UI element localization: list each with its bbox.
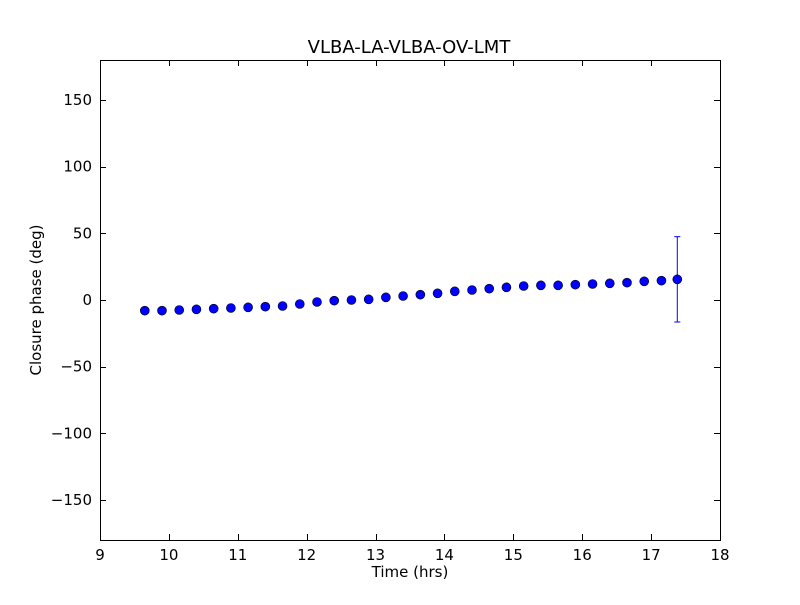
data-point — [363, 294, 374, 305]
data-point — [415, 289, 426, 300]
data-point — [484, 283, 495, 294]
x-tick-label: 15 — [504, 546, 523, 564]
data-point — [294, 299, 305, 309]
data-point — [518, 281, 529, 291]
data-point — [604, 278, 615, 289]
data-point — [570, 279, 581, 290]
data-point — [191, 304, 202, 315]
data-point — [329, 295, 340, 306]
y-tick-label: −150 — [51, 491, 92, 509]
data-point — [260, 301, 271, 312]
data-point — [226, 303, 236, 313]
x-tick-label: 9 — [95, 546, 105, 564]
data-point — [553, 280, 563, 291]
y-tick-label: −50 — [60, 358, 92, 376]
data-point — [672, 274, 683, 285]
y-tick-label: 50 — [73, 224, 92, 242]
data-point — [398, 291, 408, 301]
x-tick-label: 14 — [435, 546, 454, 564]
data-point — [467, 285, 477, 295]
data-point — [277, 301, 288, 311]
y-axis: −150 −100 −50 0 50 100 150 — [51, 91, 720, 509]
x-tick-label: 10 — [159, 546, 178, 564]
data-point — [536, 280, 546, 291]
data-point — [381, 292, 391, 303]
data-point — [312, 297, 322, 307]
plot-area — [139, 236, 683, 323]
data-point — [501, 282, 512, 293]
y-tick-label: 100 — [63, 158, 92, 176]
data-point — [639, 276, 650, 287]
y-axis-label: Closure phase (deg) — [27, 225, 45, 376]
data-point — [622, 277, 632, 288]
y-tick-label: 0 — [82, 291, 92, 309]
data-point — [174, 305, 185, 315]
data-point — [346, 295, 357, 305]
x-tick-label: 11 — [228, 546, 247, 564]
data-point — [139, 305, 150, 316]
x-tick-label: 13 — [366, 546, 385, 564]
data-point — [449, 286, 460, 297]
data-point — [432, 288, 443, 299]
x-tick-label: 12 — [297, 546, 316, 564]
data-point — [208, 303, 219, 314]
x-axis: 9 10 11 12 13 14 15 16 17 18 — [95, 60, 730, 564]
chart-title: VLBA-LA-VLBA-OV-LMT — [308, 37, 512, 58]
data-point — [656, 275, 667, 286]
data-point — [157, 305, 167, 316]
data-point — [243, 302, 253, 313]
x-tick-label: 16 — [573, 546, 592, 564]
axes-frame — [100, 60, 721, 541]
y-tick-label: 150 — [63, 91, 92, 109]
x-axis-label: Time (hrs) — [371, 563, 449, 581]
x-tick-label: 18 — [710, 546, 729, 564]
y-tick-label: −100 — [51, 424, 92, 442]
data-point — [587, 279, 598, 289]
x-tick-label: 17 — [642, 546, 661, 564]
